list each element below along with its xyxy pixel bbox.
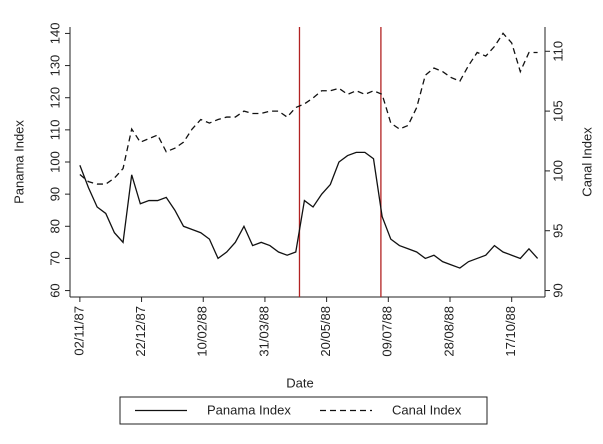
x-tick-label: 20/05/88 — [318, 306, 333, 357]
x-tick-label: 02/11/87 — [71, 306, 86, 356]
y-tick-label: 140 — [47, 23, 62, 45]
x-tick-label: 09/07/88 — [380, 306, 395, 357]
x-axis-title: Date — [286, 375, 313, 390]
y2-tick-label: 105 — [550, 100, 565, 122]
y2-axis-title: Canal Index — [579, 127, 594, 197]
y2-tick-label: 100 — [550, 160, 565, 182]
y-tick-label: 70 — [47, 251, 62, 265]
y-axis-title: Panama Index — [11, 120, 26, 204]
x-tick-label: 28/08/88 — [441, 306, 456, 357]
y-tick-label: 60 — [47, 283, 62, 297]
legend-label: Panama Index — [207, 402, 291, 417]
y2-tick-label: 110 — [550, 41, 565, 62]
x-tick-label: 22/12/87 — [133, 306, 148, 357]
y-tick-label: 90 — [47, 187, 62, 201]
series-line — [79, 32, 538, 185]
y-tick-label: 110 — [47, 119, 62, 140]
y-tick-label: 80 — [47, 219, 62, 233]
y-tick-label: 130 — [47, 55, 62, 77]
legend-label: Canal Index — [392, 402, 462, 417]
x-tick-label: 10/02/88 — [195, 306, 210, 357]
series-line — [79, 151, 539, 269]
x-tick-label: 17/10/88 — [503, 306, 518, 357]
y-tick-label: 120 — [47, 87, 62, 109]
y2-tick-label: 95 — [550, 223, 565, 237]
x-tick-label: 31/03/88 — [256, 306, 271, 357]
y2-tick-label: 90 — [550, 283, 565, 297]
y-tick-label: 100 — [47, 151, 62, 173]
